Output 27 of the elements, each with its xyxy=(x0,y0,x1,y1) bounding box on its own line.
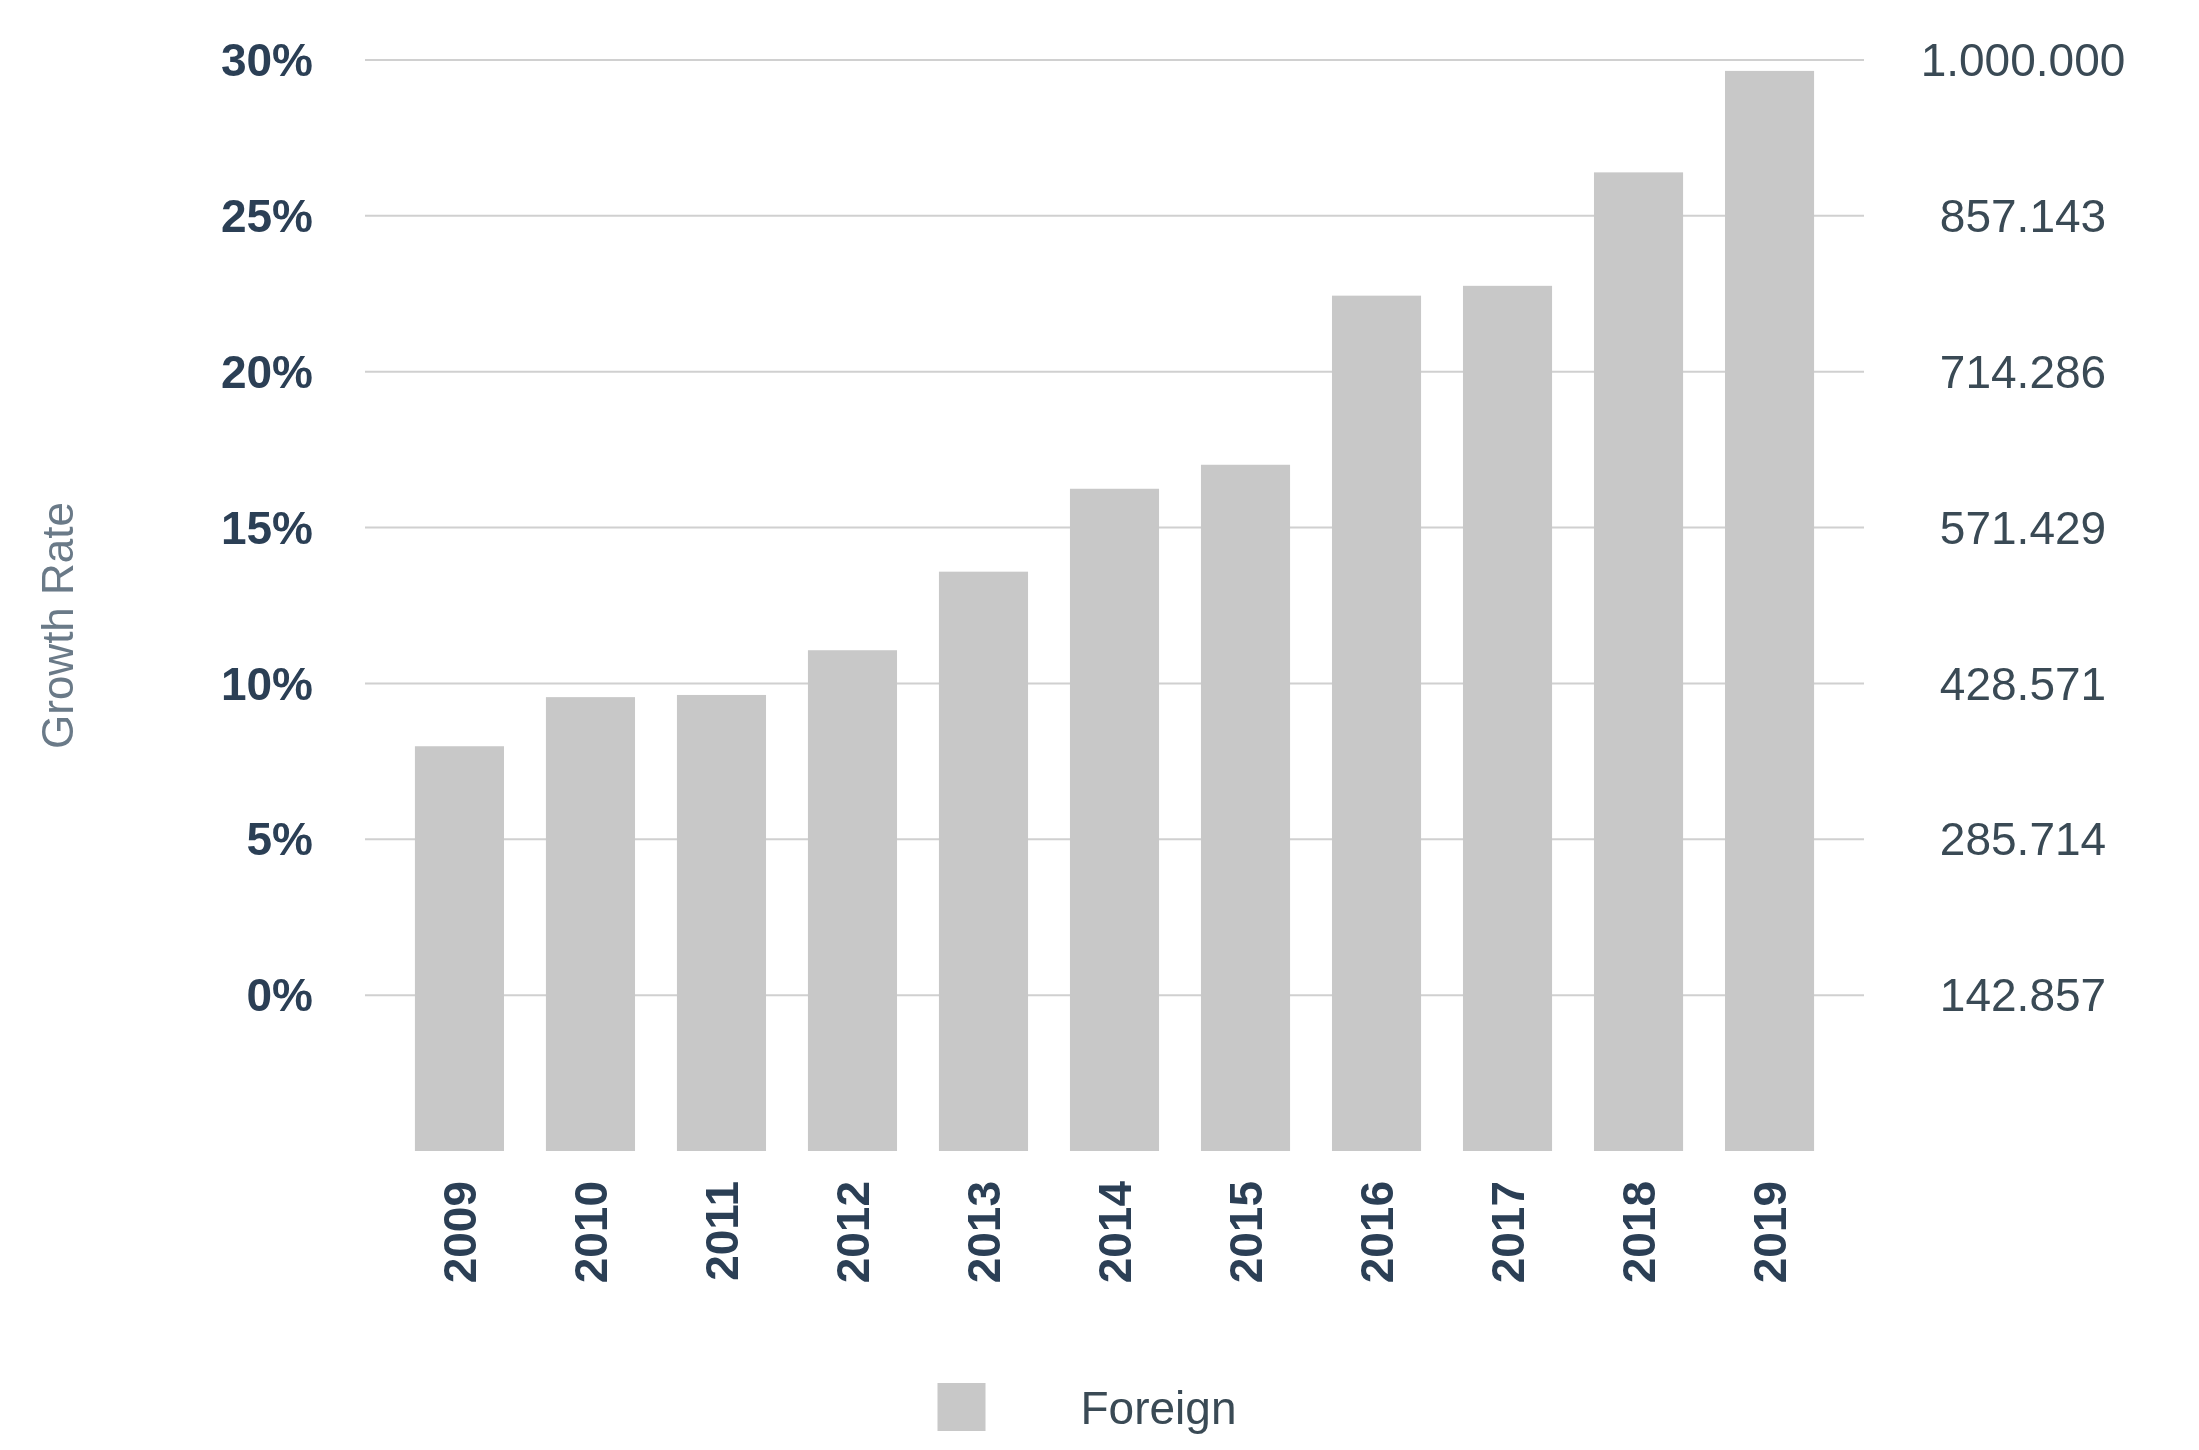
x-tick-label: 2016 xyxy=(1350,1181,1403,1284)
y-tick-label: 5% xyxy=(246,813,313,866)
x-tick-label: 2012 xyxy=(826,1181,879,1284)
y-tick-label: 20% xyxy=(220,345,313,398)
y-axis-title: Growth Rate xyxy=(33,502,82,749)
x-tick-label: 2017 xyxy=(1481,1181,1534,1284)
y-tick-label: 30% xyxy=(220,34,313,87)
x-tick-label: 2009 xyxy=(433,1181,486,1284)
y-tick-label: 25% xyxy=(220,189,313,242)
y-tick-label: 10% xyxy=(220,657,313,710)
x-tick-label: 2011 xyxy=(695,1181,748,1281)
y-tick-label: 0% xyxy=(246,969,313,1022)
y-tick-label: 15% xyxy=(220,501,313,554)
x-tick-label: 2014 xyxy=(1088,1180,1141,1284)
y2-tick-label: 285.714 xyxy=(1939,813,2107,866)
x-tick-label: 2015 xyxy=(1219,1181,1272,1284)
x-tick-label: 2010 xyxy=(564,1181,617,1284)
y2-tick-label: 1.000.000 xyxy=(1920,34,2126,87)
x-tick-label: 2019 xyxy=(1743,1181,1796,1284)
x-tick-label: 2018 xyxy=(1612,1181,1665,1284)
y2-tick-label: 142.857 xyxy=(1939,969,2107,1022)
x-tick-label: 2013 xyxy=(957,1181,1010,1284)
y2-tick-label: 428.571 xyxy=(1939,657,2107,710)
y2-tick-label: 571.429 xyxy=(1939,501,2107,554)
y2-tick-label: 857.143 xyxy=(1939,189,2107,242)
y2-tick-label: 714.286 xyxy=(1939,345,2107,398)
legend-label: Foreign xyxy=(1080,1382,1237,1435)
